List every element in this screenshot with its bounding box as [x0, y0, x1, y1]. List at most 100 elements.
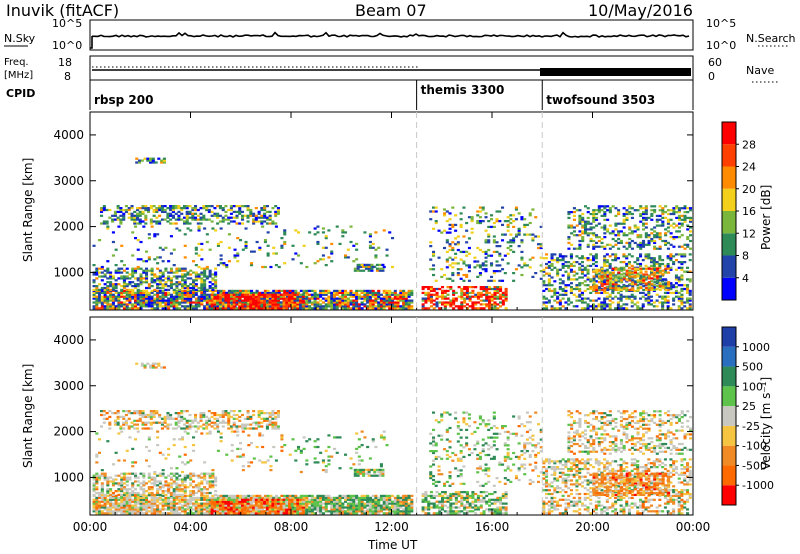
- range-gate-cell: [627, 261, 631, 264]
- range-gate-cell: [279, 301, 283, 304]
- range-gate-cell: [128, 281, 132, 284]
- range-gate-cell: [675, 205, 679, 208]
- range-gate-cell: [639, 291, 643, 295]
- range-gate-cell: [598, 275, 602, 278]
- range-gate-cell: [661, 212, 665, 216]
- range-gate-cell: [161, 279, 165, 282]
- range-gate-cell: [545, 253, 549, 256]
- range-gate-cell: [169, 208, 173, 212]
- range-gate-cell: [150, 267, 154, 270]
- range-gate-cell: [227, 208, 231, 212]
- range-gate-cell: [119, 210, 123, 214]
- range-gate-cell: [628, 243, 632, 246]
- range-gate-cell: [567, 299, 571, 302]
- range-gate-cell: [243, 214, 247, 217]
- range-gate-cell: [509, 218, 513, 221]
- range-gate-cell: [145, 279, 149, 282]
- range-gate-cell: [667, 283, 671, 286]
- power-x-axis: [89, 112, 694, 310]
- range-gate-cell: [158, 301, 162, 304]
- range-gate-cell: [321, 301, 325, 304]
- range-gate-cell: [341, 305, 345, 308]
- range-gate-cell: [578, 276, 582, 279]
- range-gate-cell: [224, 293, 228, 296]
- range-gate-cell: [260, 307, 264, 310]
- range-gate-cell: [608, 303, 612, 306]
- range-gate-cell: [683, 301, 687, 304]
- range-gate-cell: [139, 504, 143, 507]
- range-gate-cell: [435, 297, 439, 300]
- range-gate-cell: [98, 288, 102, 292]
- range-gate-cell: [272, 289, 276, 293]
- range-gate-cell: [642, 277, 646, 280]
- range-gate-cell: [134, 295, 138, 298]
- range-gate-cell: [147, 504, 151, 507]
- range-gate-cell: [680, 222, 684, 225]
- range-gate-cell: [92, 288, 96, 292]
- range-gate-cell: [181, 283, 185, 286]
- range-gate-cell: [114, 508, 118, 511]
- range-gate-cell: [357, 498, 361, 501]
- range-gate-cell: [429, 301, 433, 304]
- range-gate-cell: [186, 277, 190, 280]
- range-gate-cell: [290, 295, 294, 298]
- range-gate-cell: [296, 305, 300, 308]
- range-gate-cell: [175, 498, 179, 501]
- range-gate-cell: [619, 297, 623, 300]
- range-gate-cell: [324, 494, 328, 498]
- range-gate-cell: [319, 512, 323, 515]
- range-gate-cell: [263, 207, 267, 210]
- range-gate-cell: [183, 508, 187, 511]
- range-gate-cell: [496, 295, 500, 298]
- range-gate-cell: [172, 510, 176, 513]
- range-gate-cell: [180, 208, 184, 212]
- range-gate-cell: [161, 502, 165, 505]
- range-gate-cell: [525, 223, 529, 227]
- range-gate-cell: [575, 255, 579, 258]
- range-gate-cell: [164, 500, 168, 503]
- range-gate-cell: [653, 241, 657, 245]
- range-gate-cell: [169, 293, 173, 296]
- range-gate-cell: [606, 275, 610, 278]
- range-gate-cell: [116, 210, 120, 214]
- range-gate-cell: [279, 305, 283, 308]
- range-gate-cell: [492, 279, 496, 282]
- range-gate-cell: [631, 281, 635, 284]
- range-gate-cell: [156, 277, 160, 280]
- range-gate-cell: [156, 299, 160, 302]
- range-gate-cell: [360, 500, 364, 503]
- range-gate-cell: [650, 259, 654, 262]
- range-gate-cell: [219, 227, 223, 230]
- range-gate-cell: [478, 264, 482, 267]
- range-gate-cell: [580, 291, 584, 295]
- range-gate-cell: [448, 231, 452, 234]
- range-gate-cell: [396, 303, 400, 306]
- range-gate-cell: [214, 496, 218, 500]
- range-gate-cell: [172, 506, 176, 509]
- range-gate-cell: [467, 246, 471, 250]
- range-gate-cell: [435, 293, 439, 296]
- range-gate-cell: [243, 295, 247, 298]
- range-gate-cell: [210, 305, 214, 308]
- range-gate-cell: [608, 293, 612, 296]
- range-gate-cell: [575, 287, 579, 291]
- range-gate-cell: [134, 303, 138, 306]
- range-gate-cell: [145, 498, 149, 501]
- range-gate-cell: [324, 297, 328, 300]
- range-gate-cell: [567, 303, 571, 306]
- range-gate-cell: [449, 305, 453, 308]
- range-gate-cell: [523, 233, 527, 236]
- range-gate-cell: [639, 205, 643, 208]
- range-gate-cell: [479, 307, 483, 310]
- range-gate-cell: [506, 225, 510, 229]
- range-gate-cell: [227, 307, 231, 310]
- range-gate-cell: [131, 288, 135, 292]
- range-gate-cell: [183, 244, 187, 247]
- range-gate-cell: [232, 301, 236, 304]
- range-gate-cell: [155, 207, 159, 210]
- range-gate-cell: [308, 502, 312, 505]
- range-gate-cell: [639, 264, 643, 268]
- range-gate-cell: [175, 281, 179, 284]
- range-gate-cell: [589, 305, 593, 308]
- range-gate-cell: [227, 297, 231, 300]
